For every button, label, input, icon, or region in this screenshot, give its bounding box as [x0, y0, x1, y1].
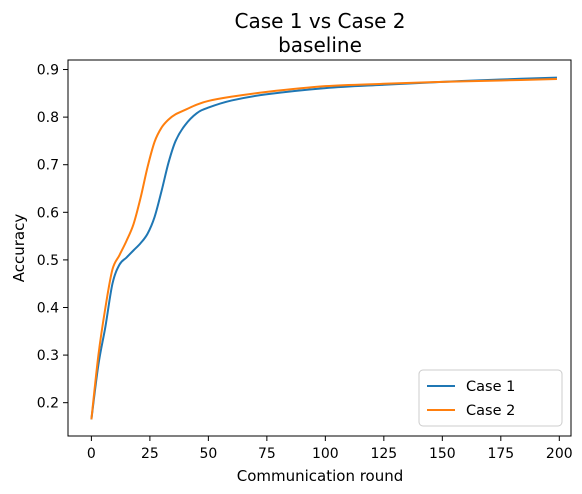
y-tick-label: 0.3 — [37, 348, 59, 364]
y-tick-label: 0.5 — [37, 253, 59, 269]
series-line-case-1 — [90, 76, 557, 420]
y-axis-label: Accuracy — [10, 214, 28, 283]
x-tick-label: 175 — [487, 446, 514, 462]
y-axis-ticks: 0.2 0.3 0.4 0.5 0.6 0.7 0.8 0.9 — [37, 63, 68, 412]
y-tick-label: 0.6 — [37, 205, 59, 221]
legend-box — [418, 369, 563, 427]
y-tick-label: 0.7 — [37, 158, 59, 174]
y-tick-label: 0.2 — [37, 396, 59, 412]
y-tick-label: 0.8 — [37, 110, 59, 126]
x-tick-label: 125 — [370, 446, 397, 462]
x-tick-label: 0 — [87, 446, 96, 462]
y-tick-label: 0.4 — [37, 300, 59, 316]
plot-frame — [67, 59, 572, 437]
legend: Case 1 Case 2 — [418, 369, 563, 427]
y-tick-label: 0.9 — [37, 63, 59, 79]
x-tick-label: 75 — [258, 446, 276, 462]
x-axis-ticks: 0 25 50 75 100 125 150 175 200 — [87, 436, 573, 462]
x-tick-label: 200 — [546, 446, 573, 462]
chart-title: Case 1 vs Case 2 — [234, 9, 405, 33]
x-axis-label: Communication round — [237, 467, 404, 485]
series-line-case-2 — [90, 78, 557, 420]
plot-lines — [90, 76, 557, 420]
legend-label-case-1: Case 1 — [466, 379, 515, 395]
x-tick-label: 150 — [429, 446, 456, 462]
x-tick-label: 50 — [199, 446, 217, 462]
x-tick-label: 25 — [141, 446, 159, 462]
chart-subtitle: baseline — [278, 33, 362, 57]
legend-label-case-2: Case 2 — [466, 403, 515, 419]
x-tick-label: 100 — [312, 446, 339, 462]
